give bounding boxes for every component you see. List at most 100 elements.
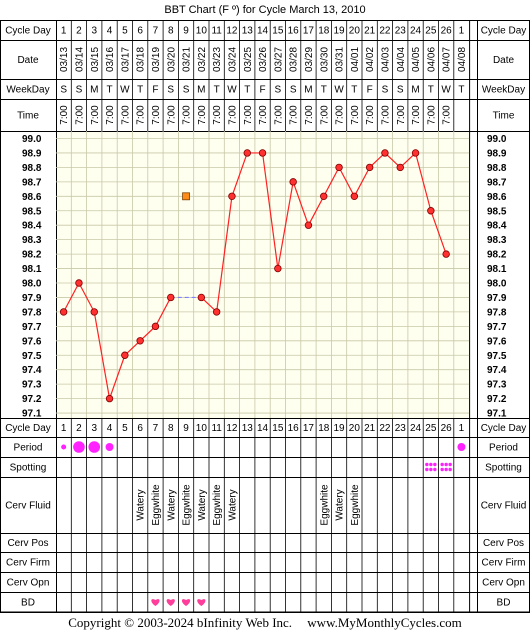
cerv-fluid-cell: Watery [335, 489, 346, 520]
cycle-day-cell: 25 [425, 26, 437, 37]
cycle-day-cell: 15 [272, 423, 284, 434]
date-cell: 03/19 [151, 47, 162, 72]
temp-axis-label-right: 98.5 [487, 206, 507, 217]
temp-axis-label-right: 97.6 [487, 336, 507, 347]
cerv-fluid-cell: Watery [166, 489, 177, 520]
temp-axis-label-left: 98.9 [22, 148, 42, 159]
cycle-day-cell: 9 [183, 423, 189, 434]
temperature-point [243, 149, 251, 157]
weekday-cell: W [227, 85, 237, 96]
date-cell: 03/14 [74, 47, 85, 72]
time-cell: 7:00 [396, 105, 407, 125]
time-cell: 7:00 [411, 105, 422, 125]
cycle-day-cell: 22 [379, 26, 391, 37]
temp-axis-label-left: 98.3 [22, 235, 42, 246]
row-label-weekday: WeekDay [6, 85, 49, 96]
temperature-point [136, 337, 144, 345]
cerv-fluid-cell: Eggwhite [151, 484, 162, 526]
time-cell: 7:00 [227, 105, 238, 125]
temp-axis-label-left: 98.1 [22, 264, 42, 275]
temperature-point [411, 149, 420, 157]
weekday-cell: F [367, 85, 373, 96]
period-dot [457, 443, 466, 451]
time-cell: 7:00 [166, 105, 177, 125]
bd-heart-icon [151, 599, 160, 606]
cycle-day-cell: 1 [61, 423, 67, 434]
temperature-point [90, 308, 98, 316]
time-cell: 7:00 [273, 105, 284, 125]
temp-axis-label-right: 97.4 [487, 365, 507, 376]
time-cell: 7:00 [365, 105, 376, 125]
bd-heart-icon [166, 599, 175, 606]
cycle-day-cell: 11 [211, 26, 222, 37]
weekday-cell: S [76, 85, 83, 96]
weekday-cell: T [351, 85, 357, 96]
row-label-right-bd: BD [497, 598, 511, 609]
temperature-point [396, 163, 404, 172]
date-cell: 03/22 [197, 47, 208, 72]
cerv-fluid-cell: Eggwhite [319, 484, 330, 526]
temperature-point [427, 207, 435, 215]
temperature-point [335, 163, 343, 172]
temperature-point [350, 192, 359, 200]
weekday-cell: M [197, 85, 205, 96]
temp-axis-label-right: 97.8 [487, 307, 507, 318]
spotting-dot [448, 462, 452, 467]
row-label-cerv_fluid: Cerv Fluid [5, 501, 51, 512]
temp-axis-label-right: 98.3 [487, 235, 507, 246]
date-cell: 04/06 [426, 47, 437, 72]
date-cell: 04/02 [365, 47, 376, 72]
temperature-point [105, 394, 114, 403]
cycle-day-cell: 4 [107, 26, 113, 37]
cycle-day-cell: 13 [242, 26, 254, 37]
date-cell: 03/20 [166, 47, 177, 72]
weekday-cell: T [106, 85, 112, 96]
time-cell: 7:00 [59, 105, 70, 125]
cycle-day-cell: 6 [137, 423, 143, 434]
cycle-day-cell: 14 [257, 423, 269, 434]
temperature-point [304, 221, 313, 229]
date-cell: 03/28 [289, 47, 300, 72]
cycle-day-cell: 24 [410, 423, 422, 434]
bd-heart-icon [181, 599, 191, 606]
cycle-day-cell: 23 [395, 26, 407, 37]
time-cell: 7:00 [289, 105, 300, 125]
row-label-cycle_day: Cycle Day [5, 26, 51, 37]
cycle-day-cell: 15 [272, 26, 284, 37]
cycle-day-cell: 18 [318, 26, 330, 37]
date-cell: 04/01 [350, 47, 361, 72]
cycle-day-cell: 21 [364, 423, 376, 434]
row-label-cerv_pos: Cerv Pos [7, 538, 48, 549]
site-link[interactable]: www.MyMonthlyCycles.com [307, 615, 462, 630]
row-label-right-date: Date [493, 55, 515, 66]
cycle-day-cell: 1 [459, 423, 465, 434]
cycle-day-cell: 6 [137, 26, 143, 37]
date-cell: 04/05 [411, 47, 422, 72]
bd-heart-icon [197, 599, 206, 606]
period-dot [105, 443, 114, 451]
cycle-day-cell: 26 [441, 26, 453, 37]
spotting-dot [429, 467, 433, 472]
temperature-point [167, 293, 175, 302]
weekday-cell: T [137, 85, 143, 96]
cerv-fluid-cell: Eggwhite [350, 484, 361, 526]
cycle-day-cell: 2 [76, 26, 82, 37]
row-label-right-cerv_opn: Cerv Opn [482, 578, 525, 589]
cycle-day-cell: 25 [425, 423, 437, 434]
temperature-point [320, 192, 328, 200]
date-cell: 03/15 [90, 47, 101, 72]
temperature-point [121, 351, 129, 359]
cycle-day-cell: 7 [153, 423, 159, 434]
date-cell: 03/26 [258, 47, 269, 72]
cycle-day-cell: 1 [61, 26, 67, 37]
spotting-dot [444, 467, 448, 472]
row-label-time: Time [17, 111, 39, 122]
weekday-cell: S [167, 85, 174, 96]
temp-axis-label-right: 97.7 [487, 322, 507, 333]
temperature-point [59, 308, 68, 316]
spotting-dot [440, 467, 444, 472]
date-cell: 03/30 [319, 47, 330, 72]
spotting-dot [433, 467, 437, 472]
spotting-dot [433, 462, 437, 467]
temperature-point [151, 322, 160, 331]
